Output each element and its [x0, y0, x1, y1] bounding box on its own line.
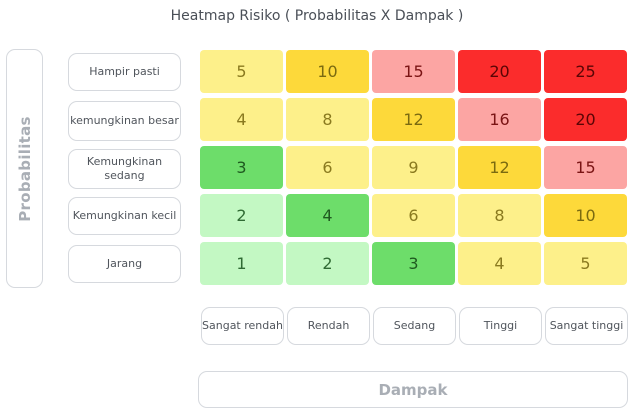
heatmap-cell: 1	[200, 242, 283, 285]
column-label: Tinggi	[459, 307, 542, 345]
x-axis-box: Dampak	[198, 371, 628, 408]
heatmap-cell: 6	[286, 146, 369, 189]
heatmap-cell: 8	[286, 98, 369, 141]
column-label: Sangat rendah	[201, 307, 284, 345]
column-label: Rendah	[287, 307, 370, 345]
x-axis-label: Dampak	[378, 380, 448, 399]
heatmap-cell: 10	[544, 194, 627, 237]
heatmap-cell: 15	[372, 50, 455, 93]
row-label: Hampir pasti	[68, 53, 181, 91]
heatmap-cell: 12	[458, 146, 541, 189]
row-label: Jarang	[68, 245, 181, 283]
heatmap-cell: 25	[544, 50, 627, 93]
row-label: kemungkinan besar	[68, 101, 181, 141]
heatmap-cell: 9	[372, 146, 455, 189]
heatmap-cell: 12	[372, 98, 455, 141]
heatmap-cell: 10	[286, 50, 369, 93]
heatmap-cell: 6	[372, 194, 455, 237]
heatmap-cell: 3	[200, 146, 283, 189]
heatmap-cell: 16	[458, 98, 541, 141]
heatmap-cell: 2	[200, 194, 283, 237]
y-axis-box: Probabilitas	[6, 49, 43, 288]
heatmap-cell: 4	[458, 242, 541, 285]
column-label: Sedang	[373, 307, 456, 345]
heatmap-cell: 5	[200, 50, 283, 93]
row-label: Kemungkinan kecil	[68, 197, 181, 235]
heatmap-cell: 4	[200, 98, 283, 141]
heatmap-cell: 20	[458, 50, 541, 93]
heatmap-cell: 2	[286, 242, 369, 285]
y-axis-label: Probabilitas	[15, 115, 34, 222]
page-title: Heatmap Risiko ( Probabilitas X Dampak )	[170, 8, 464, 24]
heatmap-cell: 20	[544, 98, 627, 141]
row-label: Kemungkinan sedang	[68, 149, 181, 189]
heatmap-cell: 15	[544, 146, 627, 189]
heatmap-cell: 5	[544, 242, 627, 285]
heatmap-cell: 3	[372, 242, 455, 285]
heatmap-cell: 4	[286, 194, 369, 237]
column-label: Sangat tinggi	[545, 307, 628, 345]
heatmap-cell: 8	[458, 194, 541, 237]
